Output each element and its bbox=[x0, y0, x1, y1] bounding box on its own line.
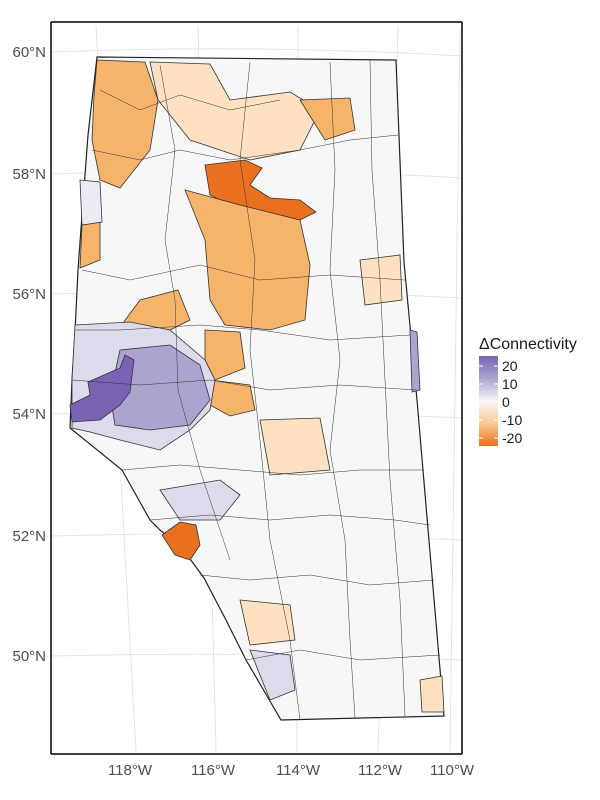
lon-label-112w: 112°W bbox=[358, 762, 403, 779]
central-orange-basins bbox=[184, 189, 311, 331]
legend-title: ΔConnectivity bbox=[479, 336, 577, 353]
lat-label-52n: 52°N bbox=[12, 528, 46, 545]
longitude-axis: 118°W 116°W 114°W 112°W 110°W bbox=[108, 762, 475, 779]
lon-label-110w: 110°W bbox=[430, 762, 475, 779]
west-orange-basin bbox=[79, 221, 101, 269]
subbasin-boundaries bbox=[71, 59, 441, 721]
legend-label-neg10: -10 bbox=[502, 412, 522, 428]
lon-label-118w: 118°W bbox=[108, 762, 153, 779]
southern-orange-patch bbox=[239, 599, 296, 646]
southeast-orange-patch bbox=[419, 675, 445, 713]
northern-orange-band bbox=[149, 61, 321, 161]
lon-label-116w: 116°W bbox=[191, 762, 236, 779]
southwest-lavender-basin bbox=[159, 479, 241, 521]
northern-orange-patch bbox=[299, 97, 356, 141]
lat-label-58n: 58°N bbox=[12, 166, 46, 183]
lat-label-60n: 60°N bbox=[12, 44, 46, 61]
central-orange-patch bbox=[204, 329, 246, 381]
center-light-orange-patch bbox=[259, 417, 331, 476]
lon-label-114w: 114°W bbox=[276, 762, 321, 779]
eastern-lavender-strip bbox=[409, 329, 421, 393]
lat-label-56n: 56°N bbox=[12, 286, 46, 303]
legend-label-0: 0 bbox=[502, 394, 510, 410]
legend-label-20: 20 bbox=[502, 358, 518, 374]
latitude-axis: 60°N 58°N 56°N 54°N 52°N 50°N bbox=[12, 44, 46, 665]
northwest-orange-basin bbox=[91, 59, 159, 189]
lat-label-54n: 54°N bbox=[12, 406, 46, 423]
west-lavender-basin bbox=[79, 179, 103, 226]
eastern-orange-patch bbox=[359, 254, 403, 306]
legend-colorbar bbox=[479, 356, 498, 446]
graticule-line-60n bbox=[51, 48, 463, 57]
plot-frame bbox=[50, 21, 463, 755]
legend-label-neg20: -20 bbox=[502, 430, 522, 446]
lat-label-50n: 50°N bbox=[12, 648, 46, 665]
southwest-orange-basin bbox=[161, 521, 201, 561]
west-central-purple-basin bbox=[69, 354, 135, 423]
watershed-regions bbox=[69, 59, 445, 713]
southern-lavender-basin bbox=[249, 649, 296, 701]
legend-label-10: 10 bbox=[502, 376, 518, 392]
legend: ΔConnectivity 20 10 0 -10 -20 bbox=[479, 336, 577, 446]
graticule-line-110w bbox=[449, 29, 461, 753]
